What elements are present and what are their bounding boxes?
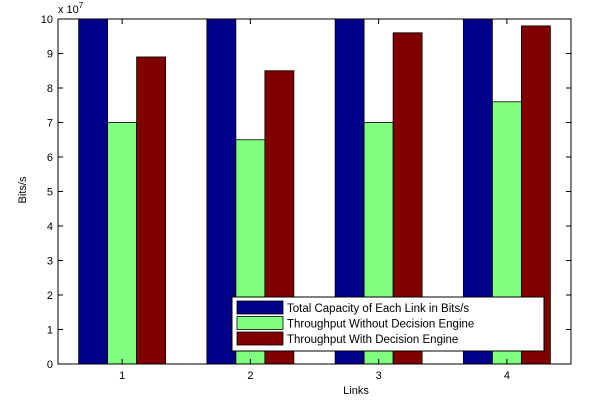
y-tick-label: 5	[47, 187, 53, 199]
legend-label-2: Throughput Without Decision Engine	[287, 319, 474, 331]
y-axis-label: Bits/s	[17, 176, 29, 203]
y-tick-label: 3	[47, 256, 53, 268]
y-tick-label: 7	[47, 118, 53, 130]
legend-label-3: Throughput With Decision Engine	[287, 334, 458, 346]
x-tick-label: 2	[247, 370, 253, 382]
y-exponent-base: x 10	[58, 4, 79, 16]
y-tick-label: 1	[47, 325, 53, 337]
bar-series-1-link-1	[78, 18, 109, 365]
y-tick-label: 0	[47, 359, 53, 371]
bar-series-3-link-1	[136, 56, 167, 365]
y-tick-label: 9	[47, 49, 53, 61]
y-exponent-power: 7	[79, 1, 84, 10]
bar-series-1-link-2	[206, 18, 237, 365]
x-tick-label: 3	[376, 370, 382, 382]
y-exponent-label: x 107	[58, 1, 84, 16]
y-tick-label: 10	[41, 14, 53, 26]
y-tick-label: 2	[47, 290, 53, 302]
y-tick-label: 4	[47, 221, 53, 233]
bar-series-2-link-1	[107, 122, 138, 365]
x-tick-label: 1	[119, 370, 125, 382]
y-tick-label: 8	[47, 83, 53, 95]
x-axis-label: Links	[343, 385, 369, 397]
legend-swatch-3	[236, 331, 284, 346]
x-tick-label: 4	[504, 370, 510, 382]
legend-box	[231, 296, 545, 352]
y-tick-label: 6	[47, 152, 53, 164]
legend-label-1: Total Capacity of Each Link in Bits/s	[287, 303, 469, 315]
legend-swatch-2	[236, 316, 284, 330]
legend-swatch-1	[236, 300, 284, 315]
